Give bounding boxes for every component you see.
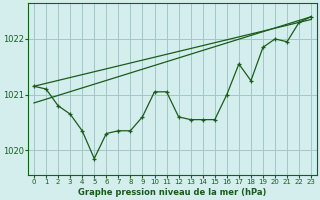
- X-axis label: Graphe pression niveau de la mer (hPa): Graphe pression niveau de la mer (hPa): [78, 188, 267, 197]
